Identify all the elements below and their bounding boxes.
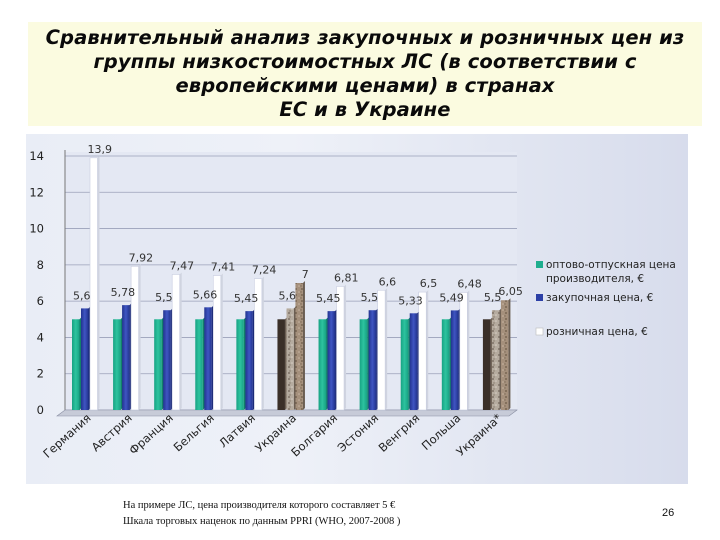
bar-side (138, 264, 141, 410)
bar-side (385, 288, 388, 410)
page-number: 26 (662, 507, 675, 519)
bar-retail (418, 291, 427, 411)
data-label: 6,5 (420, 277, 438, 290)
bar-retail (336, 286, 345, 411)
footnote-1: На примере ЛС, цена производителя которо… (123, 500, 396, 511)
bar-purchase (81, 308, 89, 410)
bar-producer (482, 319, 491, 410)
data-label: 5,33 (398, 294, 423, 307)
bar-producer (236, 319, 244, 410)
bar-producer (154, 319, 162, 410)
bar-retail (212, 275, 222, 411)
bar-side (302, 281, 305, 410)
bar-purchase (409, 313, 418, 410)
data-label: 5,45 (316, 292, 341, 305)
bar-producer (195, 319, 203, 410)
bar-retail (459, 292, 468, 411)
y-tick-label: 8 (37, 258, 44, 272)
title-line-3: европейскими ценами) в странах (175, 74, 555, 97)
data-label: 13,9 (88, 143, 113, 156)
x-tick-label: Франция (126, 411, 175, 458)
bar-side (97, 155, 100, 410)
y-tick-label: 4 (37, 330, 44, 344)
bar-purchase (368, 310, 377, 410)
x-tick-label: Бельгия (171, 411, 217, 455)
bar-retail (89, 157, 98, 411)
data-label: 6,48 (457, 277, 482, 290)
y-tick-label: 0 (37, 403, 44, 417)
legend-swatch (535, 327, 544, 336)
bar-purchase (491, 310, 500, 410)
data-label: 7,92 (129, 251, 154, 264)
bar-purchase (245, 311, 253, 410)
bar-purchase (163, 310, 171, 410)
legend-label: оптово-отпускная цена производителя, € (546, 259, 676, 285)
bar-side (426, 290, 429, 410)
bar-retail (171, 274, 180, 411)
y-tick-label: 6 (37, 294, 44, 308)
legend-label: розничная цена, € (546, 326, 648, 338)
bar-side (508, 298, 511, 410)
data-label: 6,6 (379, 275, 397, 288)
bar-retail (254, 278, 263, 411)
data-label: 5,78 (111, 286, 136, 299)
data-label: 7,47 (170, 259, 195, 272)
bar-purchase (450, 310, 459, 410)
y-tick-label: 12 (29, 185, 44, 199)
title-line-1: Сравнительный анализ закупочных и рознич… (45, 26, 685, 49)
data-label: 5,5 (484, 291, 502, 304)
x-tick-label: Эстония (335, 411, 382, 455)
bar-producer (441, 319, 450, 410)
y-tick-label: 10 (29, 222, 44, 236)
bar-producer (113, 319, 121, 410)
bar-purchase (286, 308, 294, 410)
bar-retail (377, 289, 386, 411)
data-label: 5,5 (155, 291, 173, 304)
title-line-2: группы низкостоимостных ЛС (в соответств… (93, 50, 637, 73)
bar-producer (318, 319, 327, 410)
data-label: 5,49 (439, 291, 464, 304)
data-label: 5,66 (193, 288, 218, 301)
legend-swatch (536, 294, 543, 301)
bar-producer (359, 319, 368, 410)
title-line-4: ЕС и в Украине (279, 98, 451, 121)
data-label: 7 (302, 268, 309, 281)
bar-producer (72, 319, 80, 410)
bar-side (467, 290, 470, 410)
legend-swatch (536, 261, 543, 268)
data-label: 6,81 (334, 271, 359, 284)
x-tick-label: Венгрия (376, 411, 423, 455)
legend-label: закупочная цена, € (546, 292, 653, 304)
bar-retail (500, 300, 509, 410)
footnote-2: Шкала торговых наценок по данным PPRI (W… (123, 516, 401, 527)
bar-side (344, 284, 347, 410)
y-tick-label: 14 (29, 149, 44, 163)
bar-retail (295, 283, 303, 410)
bar-producer (400, 319, 409, 410)
data-label: 5,6 (278, 289, 296, 302)
bar-side (261, 276, 264, 410)
y-tick-label: 2 (37, 367, 44, 381)
bar-purchase (204, 307, 212, 410)
bar-side (220, 273, 223, 410)
bar-retail (130, 266, 139, 411)
data-label: 7,24 (252, 264, 277, 277)
x-tick-label: Германия (40, 411, 93, 461)
title-box: Сравнительный анализ закупочных и рознич… (28, 22, 702, 126)
bar-purchase (122, 305, 130, 410)
data-label: 7,41 (211, 261, 236, 274)
data-label: 5,45 (234, 292, 259, 305)
bar-producer (277, 319, 285, 410)
data-label: 6,05 (498, 285, 523, 298)
data-label: 5,5 (361, 291, 379, 304)
data-label: 5,6 (73, 289, 91, 302)
x-tick-label: Украина* (453, 411, 504, 459)
bar-purchase (327, 311, 336, 410)
bar-side (179, 272, 182, 410)
